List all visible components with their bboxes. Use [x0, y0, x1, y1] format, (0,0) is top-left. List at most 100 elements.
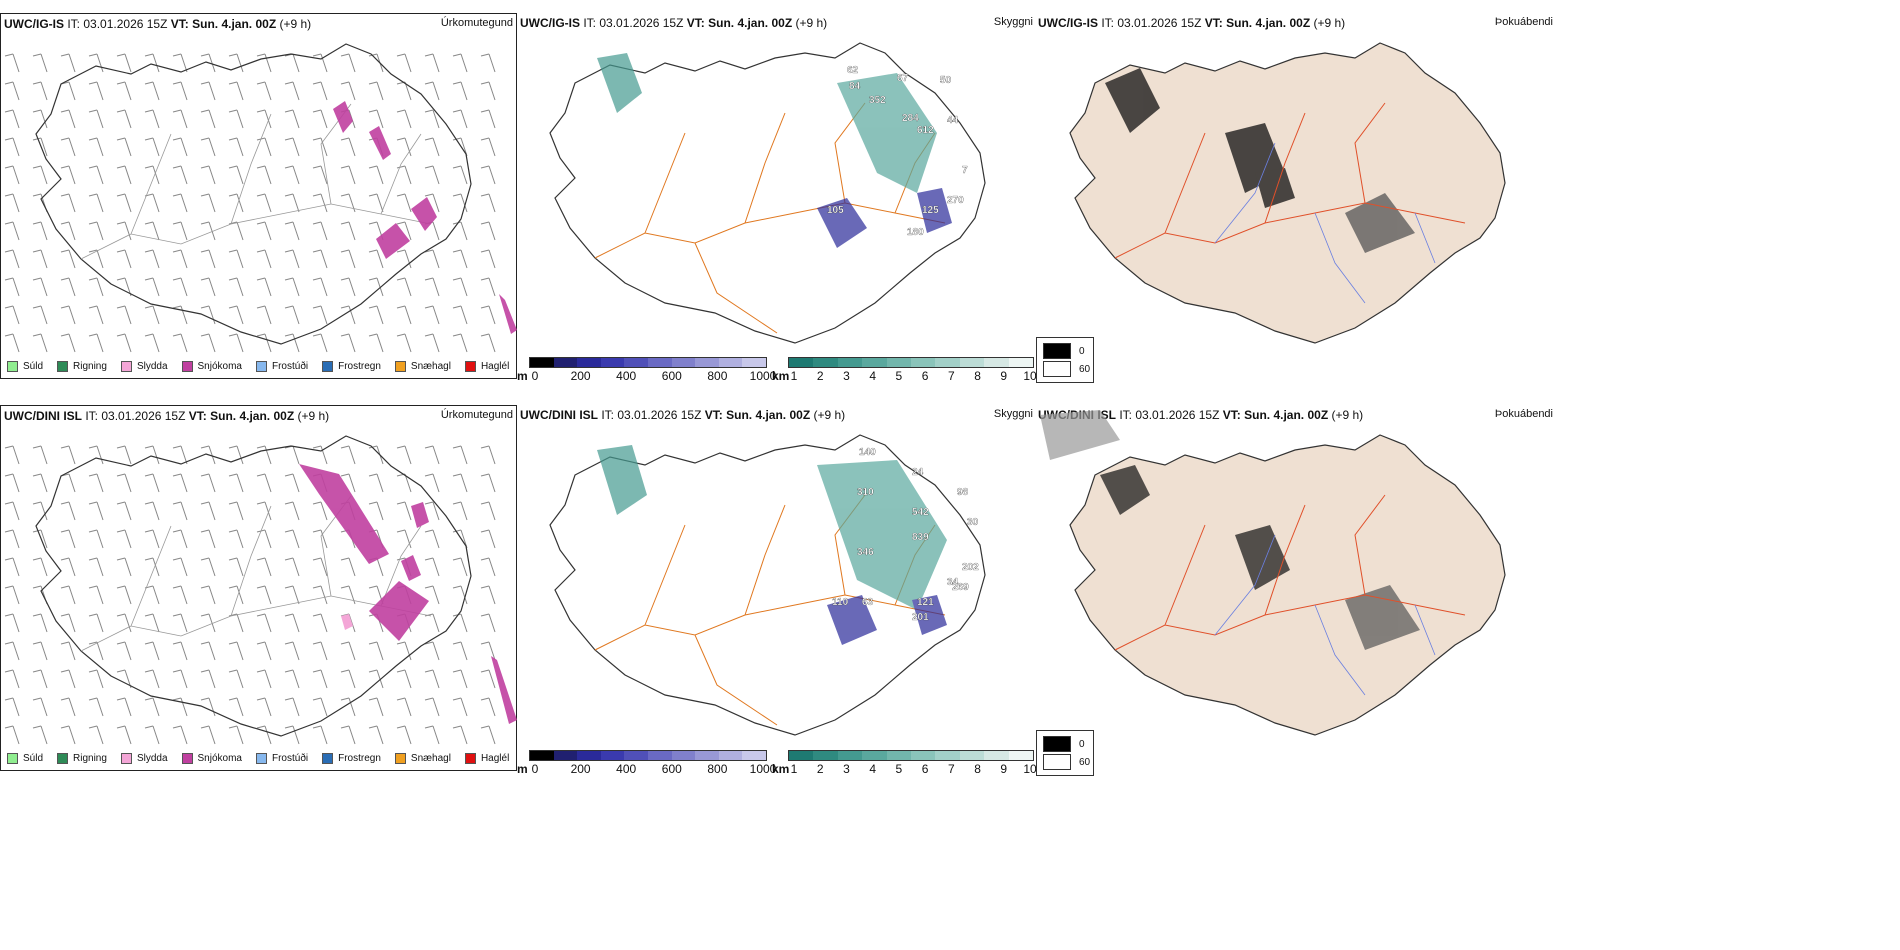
- wind-barb: [60, 109, 76, 129]
- wind-barb: [284, 137, 300, 157]
- wind-barb: [340, 137, 356, 157]
- wind-barb: [4, 109, 20, 129]
- wind-barb: [396, 137, 412, 157]
- wind-barb: [200, 109, 216, 129]
- colorbar-cell: [647, 751, 672, 760]
- wind-barb: [172, 557, 188, 577]
- it-label: IT:: [601, 408, 615, 422]
- wind-barb: [396, 641, 412, 661]
- wind-barb: [340, 725, 356, 745]
- it-label: IT:: [583, 16, 597, 30]
- wind-barb: [424, 165, 440, 185]
- wind-barb: [144, 473, 160, 493]
- wind-barb: [424, 669, 440, 689]
- wind-barb: [60, 697, 76, 717]
- wind-barb: [4, 137, 20, 157]
- vt-value: Sun. 4.jan. 00Z: [192, 17, 277, 31]
- wind-barb: [60, 641, 76, 661]
- colorbar-tick: 5: [895, 762, 903, 776]
- wind-barb: [480, 613, 496, 633]
- wind-barb: [368, 473, 384, 493]
- wind-barb: [60, 137, 76, 157]
- wind-barb: [32, 529, 48, 549]
- wind-barb: [368, 165, 384, 185]
- wind-barb: [312, 641, 328, 661]
- wind-barb: [480, 165, 496, 185]
- cloud-title: Skyggni: [993, 16, 1033, 28]
- wind-barb: [424, 585, 440, 605]
- colorbar-tick: 6: [921, 369, 929, 383]
- legend-swatch: [120, 361, 132, 372]
- wind-barb: [312, 613, 328, 633]
- wind-barb: [312, 165, 328, 185]
- precip-legend: Súld Rigning Slydda Snjókoma Frostúði Frostre…: [7, 361, 509, 372]
- wind-barb: [4, 669, 20, 689]
- wind-barb: [172, 305, 188, 325]
- iceland-coastline: [549, 42, 986, 344]
- legend-label: Slydda: [136, 753, 168, 764]
- model-name: UWC/DINI ISL: [520, 408, 598, 422]
- wind-barb: [228, 277, 244, 297]
- visibility-unit: km: [772, 762, 790, 776]
- legend-item-súld: Súld: [7, 361, 43, 372]
- wind-barb: [60, 613, 76, 633]
- colorbar-tick: 200: [570, 762, 591, 776]
- terrain-panel-row2: UWC/DINI ISL IT: 03.01.2026 15Z VT: Sun.…: [517, 405, 1035, 771]
- wind-barb: [284, 193, 300, 213]
- colorbar-tick: 400: [616, 762, 637, 776]
- cloud-base-label: 67: [897, 73, 909, 84]
- colorbar-tick: 10: [1023, 762, 1037, 776]
- legend-swatch: [7, 361, 18, 372]
- wind-barb: [312, 445, 328, 465]
- cloud-base-label: 269: [952, 582, 969, 593]
- wind-barb: [256, 221, 272, 241]
- wind-barb: [396, 501, 412, 521]
- wind-barb: [200, 585, 216, 605]
- wind-barb: [88, 53, 104, 73]
- wind-barb: [368, 333, 384, 353]
- legend-swatch: [57, 753, 69, 764]
- wind-barb: [4, 305, 20, 325]
- wind-barb: [256, 557, 272, 577]
- wind-barb: [256, 529, 272, 549]
- wind-barb: [340, 697, 356, 717]
- legend-swatch: [181, 361, 193, 372]
- cloud-base-label: 84: [849, 81, 861, 92]
- colorbar-tick: 7: [947, 762, 955, 776]
- legend-item-snjókoma: Snjókoma: [181, 753, 242, 764]
- legend-item-snjókoma: Snjókoma: [181, 361, 242, 372]
- wind-barb: [452, 501, 468, 521]
- wind-barb: [256, 53, 272, 73]
- wind-barb: [312, 529, 328, 549]
- wind-barb: [116, 249, 132, 269]
- wind-barb: [368, 193, 384, 213]
- wind-barb: [88, 193, 104, 213]
- wind-barb: [480, 669, 496, 689]
- vt-label: VT:: [170, 17, 189, 31]
- wind-barb: [396, 165, 412, 185]
- wind-barb: [228, 613, 244, 633]
- wind-barb: [340, 473, 356, 493]
- iceland-coastline: [549, 434, 986, 736]
- vt-value: Sun. 4.jan. 00Z: [1226, 16, 1311, 30]
- wind-barb: [424, 557, 440, 577]
- it-value: 03.01.2026 15Z: [1135, 408, 1220, 422]
- wind-barb: [200, 81, 216, 101]
- wind-barb: [4, 249, 20, 269]
- colorbar-cell: [600, 751, 625, 760]
- wind-barb: [284, 305, 300, 325]
- wind-barb: [88, 669, 104, 689]
- wind-barb: [88, 249, 104, 269]
- fog-legend-row1: 0 60: [1036, 337, 1094, 383]
- wind-barb: [144, 109, 160, 129]
- vt-value: Sun. 4.jan. 00Z: [210, 409, 295, 423]
- wind-barb: [60, 557, 76, 577]
- colorbar-tick: 9: [1000, 369, 1008, 383]
- wind-barb: [284, 501, 300, 521]
- wind-barb: [228, 53, 244, 73]
- wind-barb: [480, 53, 496, 73]
- cloud-base-label: 352: [869, 95, 886, 106]
- wind-barb: [312, 725, 328, 745]
- wind-barb: [172, 137, 188, 157]
